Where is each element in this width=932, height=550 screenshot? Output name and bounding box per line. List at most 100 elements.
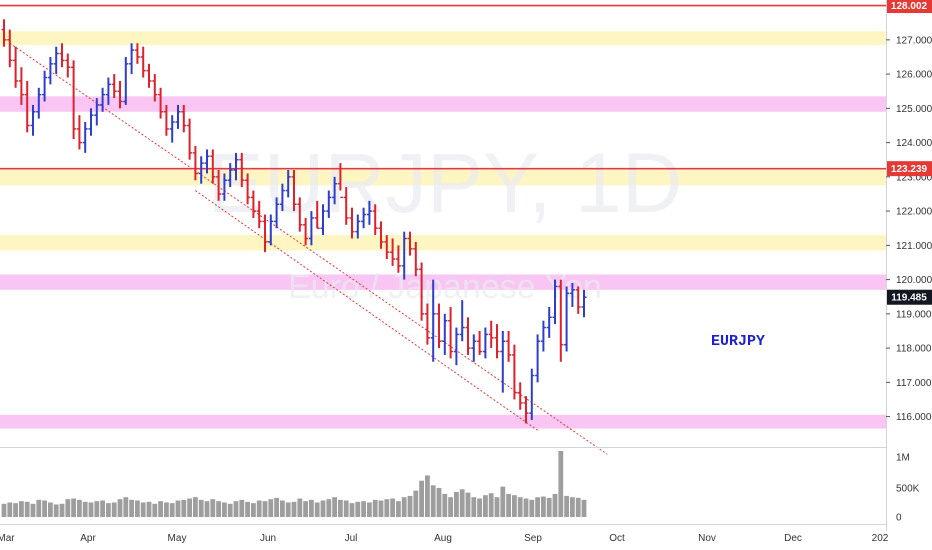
ohlc-bar [140,46,146,78]
ohlc-bar [175,104,181,129]
volume-bar [413,490,419,517]
ohlc-bar [82,122,88,153]
volume-bar [575,497,581,517]
ohlc-bar [569,283,575,307]
ohlc-bar [320,204,326,236]
ohlc-bar [30,104,36,136]
ohlc-bar [204,149,210,174]
volume-bar [181,499,187,517]
ohlc-bar [42,70,48,102]
svg-text:123.239: 123.239 [891,164,928,175]
eurjpy-annotation: EURJPY [711,333,765,350]
volume-bar [314,502,320,517]
ohlc-bar [285,170,291,198]
volume-bar [512,495,517,517]
volume-bar [401,497,407,517]
volume-axis-ticks: 1M 500K 0 [896,453,920,524]
ohlc-bar [500,330,506,393]
time-axis-label: Jul [345,533,358,544]
volume-bar [111,502,117,517]
volume-bar [320,500,326,517]
volume-bar [355,501,361,517]
time-axis-label: Jun [260,533,276,544]
volume-bar [129,499,134,517]
price-tag: 128.002 [887,0,932,14]
price-tick-label: 120.000 [896,275,932,286]
volume-bar [570,497,575,517]
price-tick-label: 122.000 [896,207,932,218]
horizontal-price-lines [0,4,886,170]
time-axis-label: Sep [524,533,542,544]
volume-bar [1,503,7,517]
ohlc-bar [59,43,65,68]
ohlc-bar [65,53,71,78]
ohlc-bar [477,330,483,355]
ohlc-bar [523,396,529,424]
price-zone [0,414,886,429]
volume-bar [291,501,297,517]
ohlc-bar [7,29,13,68]
volume-bar [303,501,308,517]
volume-bar [135,500,140,517]
ohlc-bar [378,221,384,249]
ohlc-bar [239,152,245,188]
time-axis-label: May [168,533,187,544]
ohlc-bar [540,320,546,352]
ohlc-bar [123,56,129,105]
volume-bar [256,500,262,517]
volume-bar [494,497,500,517]
ohlc-bar [407,231,413,256]
symbol-watermark: EURJPY, 1D Euro / Japanese Yen [208,136,683,306]
ohlc-bar [303,217,309,246]
ohlc-bar [105,77,111,105]
price-zone [0,96,886,112]
volume-bar [140,502,146,517]
volume-bar [407,495,413,517]
price-bars [1,19,587,424]
volume-bar [53,504,59,517]
ohlc-bar [279,183,285,212]
descending-channel [9,42,608,455]
volume-bar [193,497,198,517]
volume-bar [13,503,18,517]
ohlc-bar [361,207,367,229]
volume-bar [233,501,239,517]
ohlc-bar [448,307,454,359]
ohlc-bar [511,344,517,400]
ohlc-bar [100,87,106,112]
volume-bar [268,499,274,517]
ohlc-bar [262,214,268,253]
volume-bar [378,500,384,517]
volume-bar [216,501,221,517]
ohlc-bar [1,19,7,47]
ohlc-bar [453,327,459,366]
volume-bar [158,501,163,517]
volume-bar [425,475,430,517]
price-tick-label: 126.000 [896,70,932,81]
watermark-symbol: EURJPY, 1D [208,136,683,230]
ohlc-bar [291,170,297,212]
volume-bar [430,485,436,517]
volume-bar [506,493,511,517]
volume-bar [384,499,390,517]
ohlc-bar [564,286,570,352]
volume-bar [477,498,482,517]
time-axis-label: 202 [872,533,889,544]
ohlc-bar [326,190,332,218]
ohlc-bar [129,43,135,75]
volume-bar [552,493,558,517]
ohlc-bar [529,368,535,421]
price-tick-label: 121.000 [896,241,932,252]
volume-bar [152,503,158,517]
price-zone [0,274,886,290]
ohlc-bar [308,211,314,246]
ohlc-bar [581,289,587,318]
volume-bar [36,499,42,517]
ohlc-bar [18,67,24,105]
volume-bar [390,498,395,517]
price-tick-label: 124.000 [896,138,932,149]
price-tick-label: 127.000 [896,35,932,46]
volume-bar [117,499,123,517]
ohlc-bar [221,173,227,201]
